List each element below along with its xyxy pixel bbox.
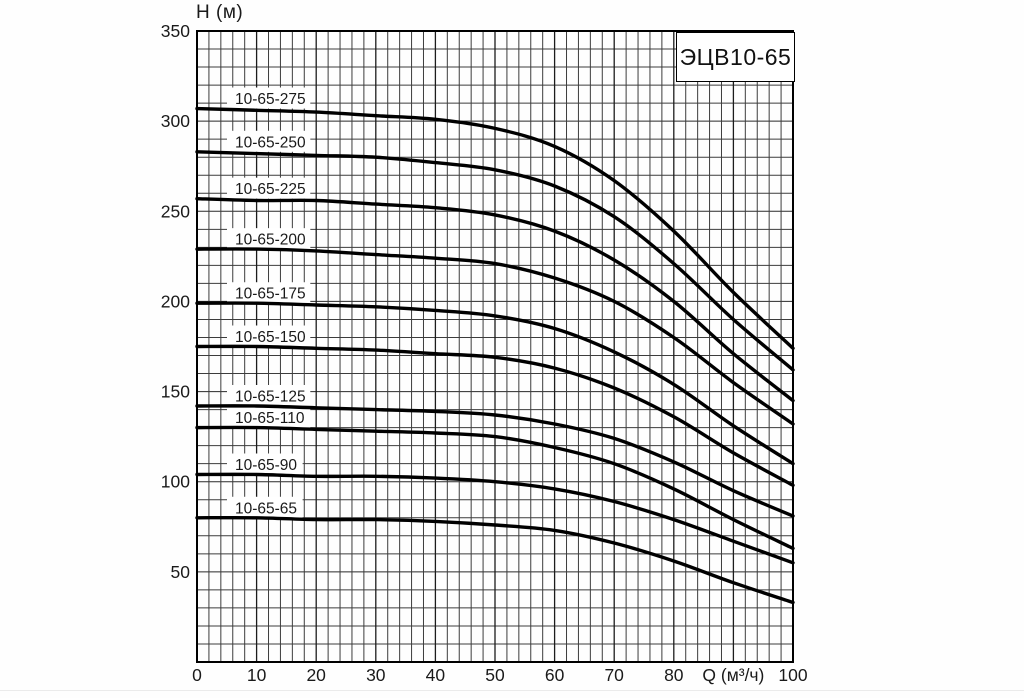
curves [195, 106, 795, 605]
x-tick-label: 10 [247, 665, 267, 685]
curve-label-box [227, 87, 311, 109]
curve-label-box [227, 228, 311, 250]
curve-10-65-250 [195, 150, 795, 372]
chart-title-box: ЭЦВ10-65 [676, 32, 795, 82]
y-tick-label: 350 [161, 21, 190, 41]
curve-label-box [227, 384, 311, 406]
x-tick-label: 80 [664, 665, 684, 685]
curve-10-65-225 [195, 196, 795, 403]
curve-10-65-275 [195, 106, 795, 350]
x-tick-label: 50 [485, 665, 505, 685]
y-axis-ticks: 350 300 250 200 150 100 50 [161, 21, 190, 582]
curve-label-boxes [227, 87, 311, 518]
x-axis-unit-label: Q (м³/ч) [702, 665, 764, 685]
curve-label-10-65-150: 10-65-150 [235, 329, 306, 346]
curve-label-10-65-250: 10-65-250 [235, 134, 306, 151]
y-tick-label: 200 [161, 291, 190, 311]
curve-label-10-65-125: 10-65-125 [235, 388, 306, 405]
curve-10-65-175 [195, 301, 795, 466]
curve-10-65-200 [195, 247, 795, 426]
y-tick-label: 50 [171, 562, 191, 582]
y-tick-label: 250 [161, 201, 190, 221]
curve-label-box [227, 453, 303, 475]
curve-label-box [227, 282, 311, 304]
curve-10-65-90 [195, 472, 795, 565]
page-edge-divider [0, 690, 1024, 691]
x-tick-label: 70 [604, 665, 624, 685]
y-tick-label: 100 [161, 472, 190, 492]
curve-label-box [227, 130, 311, 152]
x-tick-label: 100 [778, 665, 807, 685]
curve-labels: 10-65-275 10-65-250 10-65-225 10-65-200 10-6… [235, 91, 306, 517]
y-axis-title: H (м) [196, 2, 244, 23]
x-tick-label: 60 [545, 665, 565, 685]
x-tick-label: 20 [306, 665, 326, 685]
y-tick-label: 150 [161, 382, 190, 402]
curve-10-65-65 [195, 515, 795, 605]
curve-label-10-65-65: 10-65-65 [235, 500, 297, 517]
x-tick-label: 0 [192, 665, 202, 685]
curve-label-10-65-225: 10-65-225 [235, 181, 306, 198]
curve-10-65-150 [195, 344, 795, 487]
chart-title: ЭЦВ10-65 [679, 43, 792, 70]
curve-label-10-65-90: 10-65-90 [235, 457, 297, 474]
curve-10-65-125 [195, 404, 795, 518]
x-tick-label: 30 [366, 665, 386, 685]
curve-label-box [227, 177, 311, 199]
curve-label-10-65-175: 10-65-175 [235, 286, 306, 303]
curve-label-10-65-275: 10-65-275 [235, 91, 306, 108]
curve-label-box [227, 496, 303, 518]
x-tick-label: 40 [426, 665, 446, 685]
curve-label-box [227, 406, 311, 428]
curve-label-box [227, 325, 311, 347]
curve-10-65-110 [195, 425, 795, 551]
y-tick-label: 300 [161, 111, 190, 131]
curve-label-10-65-110: 10-65-110 [235, 410, 305, 427]
x-axis-ticks: 0 10 20 30 40 50 60 70 80 Q (м³/ч) 100 [192, 665, 808, 685]
curve-label-10-65-200: 10-65-200 [235, 232, 306, 249]
